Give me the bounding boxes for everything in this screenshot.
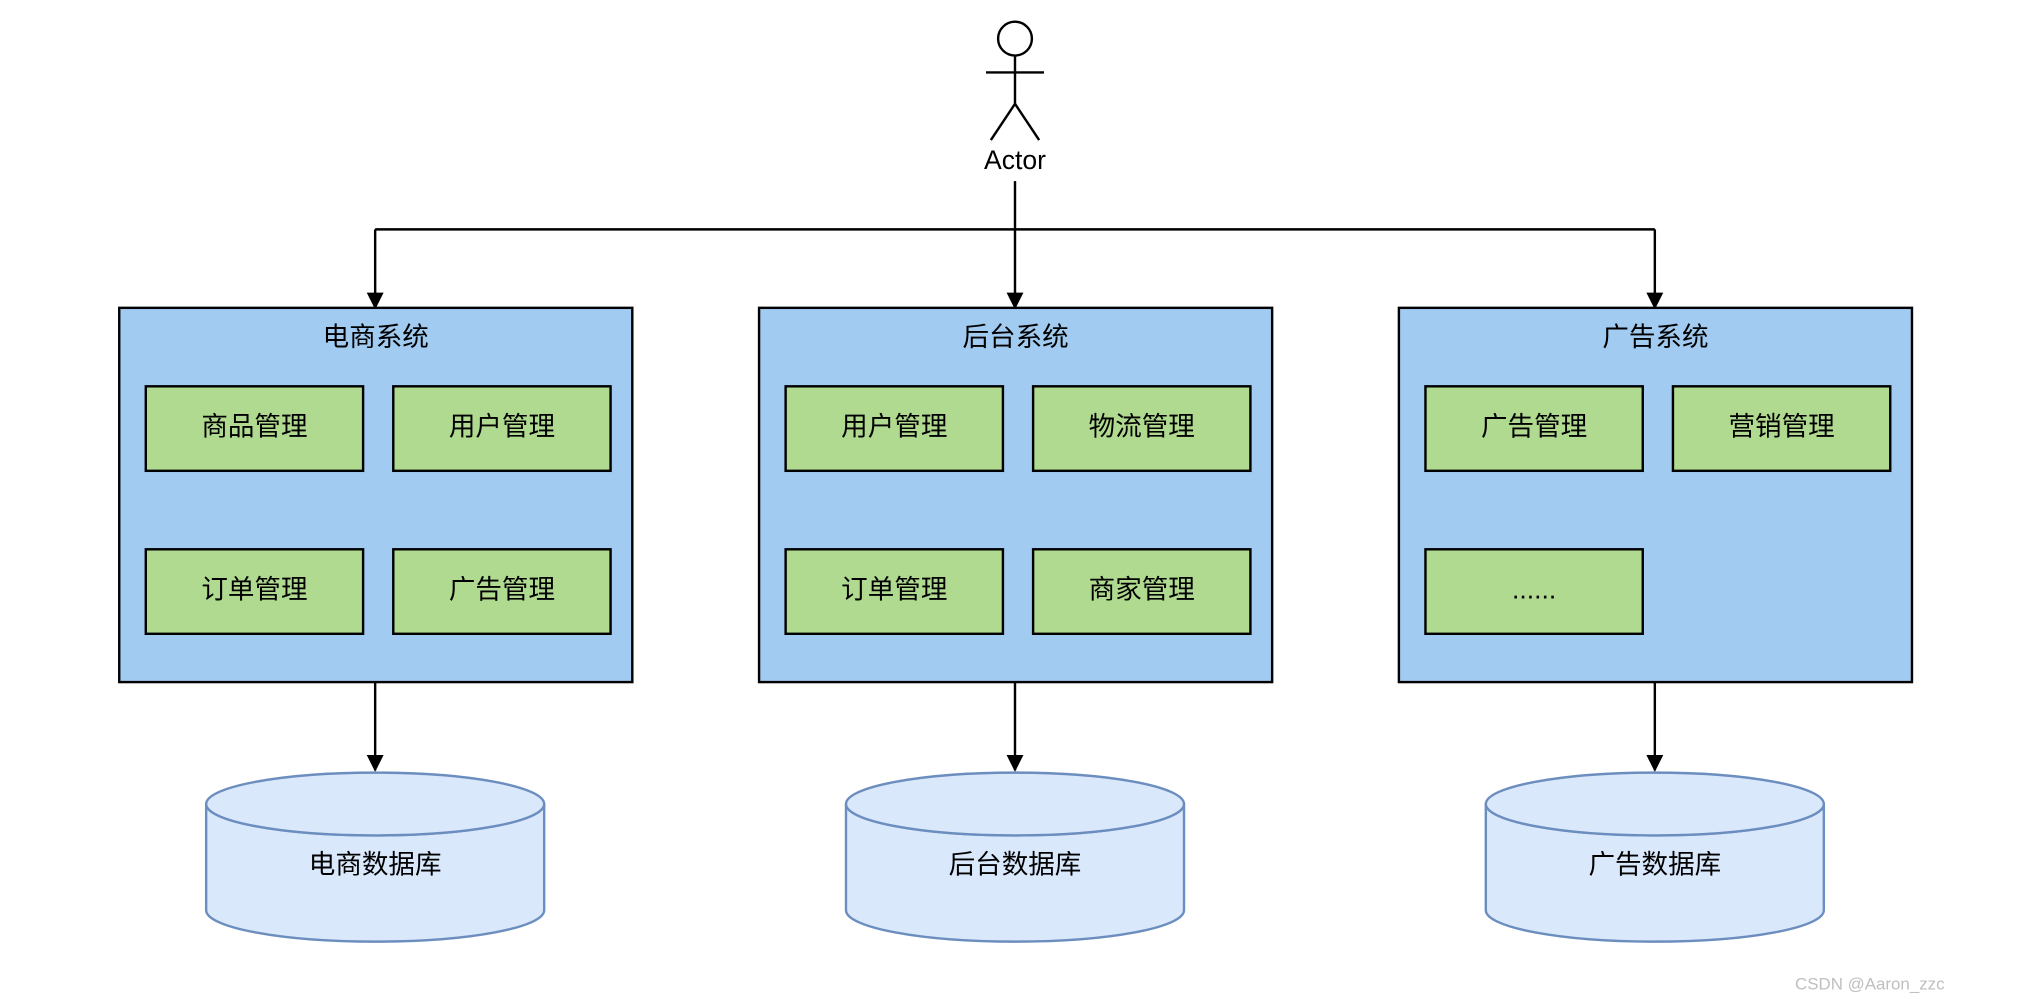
module-label-backend-0: 用户管理	[841, 412, 947, 442]
module-label-ecom-0: 商品管理	[201, 412, 307, 442]
database-label-ecom: 电商数据库	[309, 850, 442, 880]
module-label-backend-2: 订单管理	[841, 575, 947, 605]
module-label-ads-1: 营销管理	[1728, 412, 1834, 442]
database-label-backend: 后台数据库	[949, 850, 1082, 880]
module-label-backend-3: 商家管理	[1089, 575, 1195, 605]
database-ads: 广告数据库	[1486, 773, 1824, 942]
system-title-backend: 后台系统	[963, 322, 1069, 352]
module-label-ecom-1: 用户管理	[449, 412, 555, 442]
module-label-ads-0: 广告管理	[1481, 412, 1587, 442]
database-label-ads: 广告数据库	[1588, 850, 1721, 880]
watermark: CSDN @Aaron_zzc	[1795, 975, 1945, 994]
module-label-ecom-3: 广告管理	[449, 575, 555, 605]
database-backend: 后台数据库	[846, 773, 1184, 942]
module-label-backend-1: 物流管理	[1089, 412, 1195, 442]
module-label-ads-2: ......	[1512, 575, 1556, 605]
actor-label: Actor	[984, 145, 1046, 175]
module-label-ecom-2: 订单管理	[201, 575, 307, 605]
system-title-ecom: 电商系统	[323, 322, 429, 352]
database-ecom: 电商数据库	[206, 773, 544, 942]
system-title-ads: 广告系统	[1602, 322, 1708, 352]
